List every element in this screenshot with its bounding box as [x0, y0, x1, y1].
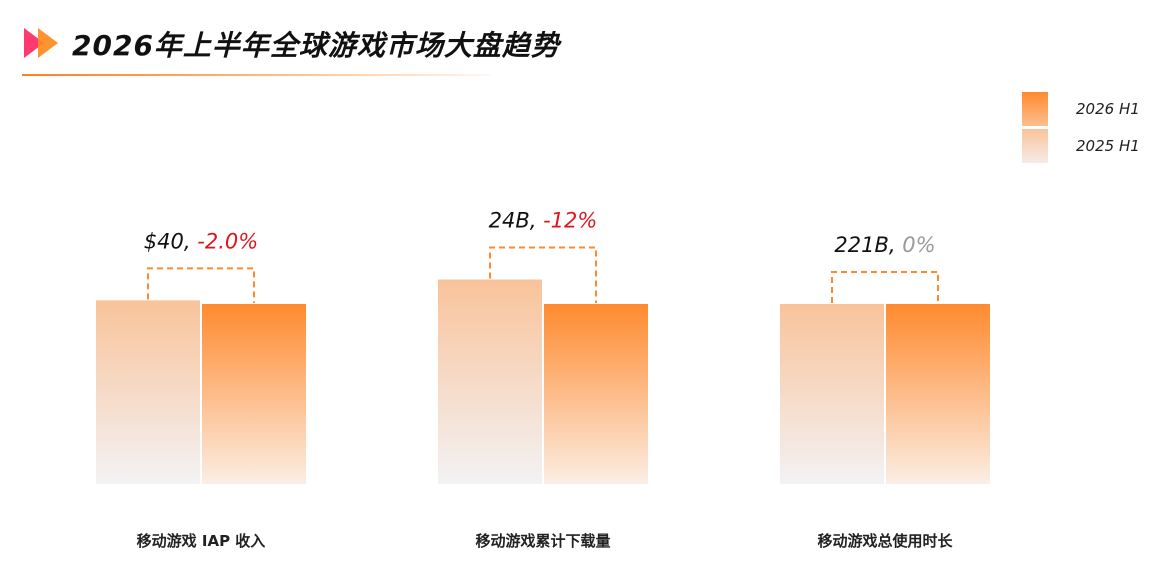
logo-right-chevron	[38, 28, 58, 58]
value-separator-1: ,	[184, 229, 197, 253]
change-text-1: -2.0%	[197, 229, 258, 253]
value-annotation-3: 221B, 0%	[834, 233, 935, 257]
value-text-1: $40	[144, 229, 184, 253]
legend-label-2025: 2025 H1	[1076, 137, 1140, 155]
value-annotation-1: $40, -2.0%	[144, 229, 258, 253]
page-title: 2026年上半年全球游戏市场大盘趋势	[72, 29, 560, 62]
bar-2025-2	[438, 279, 542, 484]
legend-swatch-2025	[1022, 129, 1048, 163]
value-text-3: 221B	[834, 233, 889, 257]
legend-swatch-2026	[1022, 92, 1048, 126]
value-annotation-2: 24B, -12%	[489, 209, 598, 233]
legend-item-2025: 2025 H1	[1022, 129, 1147, 163]
value-separator-3: ,	[889, 233, 902, 257]
change-bracket-3	[831, 271, 939, 303]
category-label-1: 移动游戏 IAP 收入	[137, 532, 266, 550]
bar-2026-2	[544, 304, 648, 484]
bar-2026-3	[886, 304, 990, 484]
title-divider	[22, 74, 490, 76]
value-text-2: 24B	[489, 209, 530, 233]
bar-2025-3	[780, 304, 884, 484]
logo-left-chevron	[24, 28, 44, 58]
change-bracket-1	[147, 267, 255, 303]
bar-2026-1	[202, 304, 306, 484]
brand-logo-icon	[24, 28, 58, 58]
bar-2025-1	[96, 300, 200, 484]
legend-label-2026: 2026 H1	[1076, 100, 1140, 118]
change-text-2: -12%	[543, 209, 597, 233]
change-bracket-2	[489, 246, 597, 303]
value-separator-2: ,	[530, 209, 543, 233]
category-label-3: 移动游戏总使用时长	[817, 532, 953, 550]
category-label-2: 移动游戏累计下载量	[475, 532, 610, 550]
legend-item-2026: 2026 H1	[1022, 92, 1147, 126]
change-text-3: 0%	[902, 233, 935, 257]
